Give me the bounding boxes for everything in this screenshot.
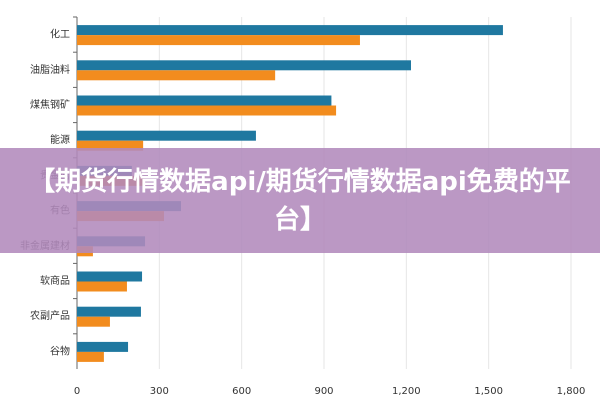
bar [77,316,110,327]
y-tick-label: 软商品 [40,274,70,287]
x-tick-label: 1,500 [474,386,503,397]
bar [77,105,337,116]
y-tick-label: 谷物 [50,344,70,357]
bar [77,140,144,151]
y-tick-label: 油脂油料 [30,63,70,76]
bar [77,351,104,362]
bar [77,281,127,292]
bar [77,341,129,352]
bar [77,130,256,141]
bar [77,25,503,36]
x-tick-label: 300 [150,386,169,397]
bar [77,306,141,317]
x-tick-label: 0 [74,386,80,397]
bar [77,70,276,81]
x-tick-label: 1,200 [392,386,421,397]
y-tick-label: 化工 [50,28,70,41]
y-tick-label: 煤焦钢矿 [30,98,70,111]
x-tick-label: 1,800 [557,386,586,397]
bar [77,271,143,282]
bar [77,60,411,71]
x-tick-label: 900 [314,386,333,397]
y-tick-label: 能源 [50,133,70,146]
x-tick-label: 600 [232,386,251,397]
y-tick-label: 农副产品 [30,309,70,322]
bar [77,35,360,46]
banner: 【期货行情数据api/期货行情数据api免费的平台】 [0,148,600,253]
bar [77,95,332,106]
